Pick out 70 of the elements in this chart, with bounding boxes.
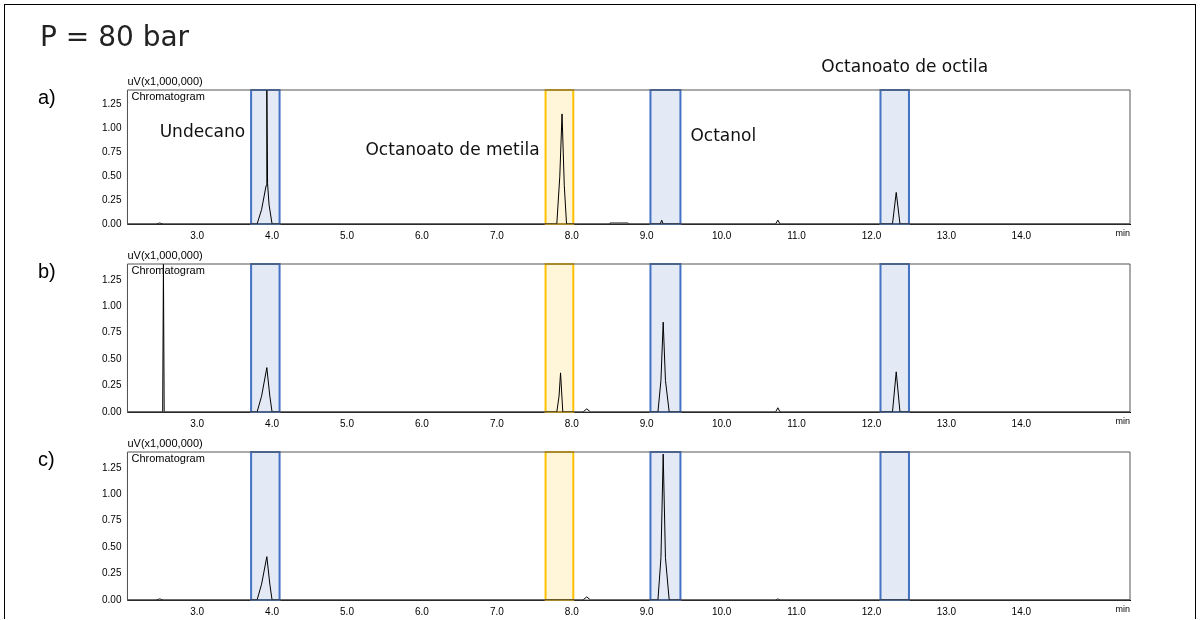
x-tick-label: 6.0	[414, 417, 430, 429]
x-tick-label: 13.0	[936, 605, 957, 617]
x-tick-label: 14.0	[1011, 417, 1032, 429]
y-tick-label: 0.50	[101, 169, 122, 181]
x-axis-title: min	[1115, 603, 1130, 614]
x-tick-label: 3.0	[190, 229, 205, 241]
x-axis-title: min	[1115, 415, 1130, 426]
y-tick-label: 0.75	[101, 145, 122, 157]
x-tick-label: 11.0	[787, 605, 807, 617]
y-tick-label: 0.25	[101, 379, 122, 391]
x-tick-label: 7.0	[489, 605, 505, 617]
x-tick-label: 9.0	[639, 229, 655, 241]
x-tick-label: 6.0	[414, 605, 430, 617]
chart-subtitle: Chromatogram	[131, 89, 205, 102]
text: P = 80 bar	[40, 20, 190, 53]
x-tick-label: 12.0	[861, 605, 882, 617]
band-label: Octanoato de octila	[821, 56, 989, 77]
y-tick-label: 1.00	[101, 122, 122, 134]
x-tick-label: 10.0	[711, 605, 732, 617]
x-tick-label: 8.0	[564, 605, 580, 617]
x-tick-label: 8.0	[564, 229, 580, 241]
y-axis-title: uV(x1,000,000)	[127, 74, 203, 87]
x-tick-label: 11.0	[787, 229, 807, 241]
y-tick-label: 0.25	[101, 567, 122, 579]
y-tick-label: 1.00	[101, 300, 122, 312]
y-tick-label: 0.75	[101, 514, 122, 526]
y-tick-label: 0.00	[101, 405, 122, 417]
x-tick-label: 3.0	[190, 417, 205, 429]
band-label: Octanol	[690, 125, 757, 146]
y-tick-label: 0.00	[101, 217, 122, 229]
y-axis-title: uV(x1,000,000)	[127, 248, 203, 261]
y-tick-label: 0.50	[101, 540, 122, 552]
chart-subtitle: Chromatogram	[131, 451, 205, 464]
x-tick-label: 4.0	[265, 605, 280, 617]
y-tick-label: 0.25	[101, 193, 122, 205]
x-tick-label: 3.0	[190, 605, 205, 617]
x-tick-label: 14.0	[1011, 229, 1032, 241]
x-tick-label: 13.0	[936, 229, 957, 241]
x-tick-label: 12.0	[861, 229, 882, 241]
y-tick-label: 0.75	[101, 326, 122, 338]
x-tick-label: 10.0	[711, 229, 732, 241]
x-tick-label: 4.0	[265, 417, 280, 429]
y-tick-label: 0.50	[101, 352, 122, 364]
x-tick-label: 7.0	[489, 417, 505, 429]
y-tick-label: 1.25	[101, 98, 122, 110]
x-tick-label: 5.0	[340, 229, 355, 241]
x-tick-label: 9.0	[639, 417, 655, 429]
chart-title: b)	[38, 259, 56, 282]
y-tick-label: 0.00	[101, 593, 122, 605]
x-tick-label: 6.0	[414, 229, 430, 241]
x-tick-label: 14.0	[1011, 605, 1032, 617]
x-tick-label: 10.0	[711, 417, 732, 429]
y-tick-label: 1.00	[101, 488, 122, 500]
band-label: Undecano	[159, 121, 246, 142]
band-label: Octanoato de metila	[365, 138, 540, 159]
y-tick-label: 1.25	[101, 273, 122, 285]
x-tick-label: 12.0	[861, 417, 882, 429]
x-tick-label: 4.0	[265, 229, 280, 241]
x-tick-label: 5.0	[340, 417, 355, 429]
x-tick-label: 5.0	[340, 605, 355, 617]
x-tick-label: 9.0	[639, 605, 655, 617]
y-tick-label: 1.25	[101, 461, 122, 473]
x-tick-label: 7.0	[489, 229, 505, 241]
x-tick-label: 11.0	[787, 417, 807, 429]
y-axis-title: uV(x1,000,000)	[127, 436, 203, 449]
chart-title: c)	[38, 447, 55, 470]
x-axis-title: min	[1115, 227, 1130, 238]
x-tick-label: 13.0	[936, 417, 957, 429]
x-tick-label: 8.0	[564, 417, 580, 429]
chart-title: a)	[38, 85, 56, 108]
